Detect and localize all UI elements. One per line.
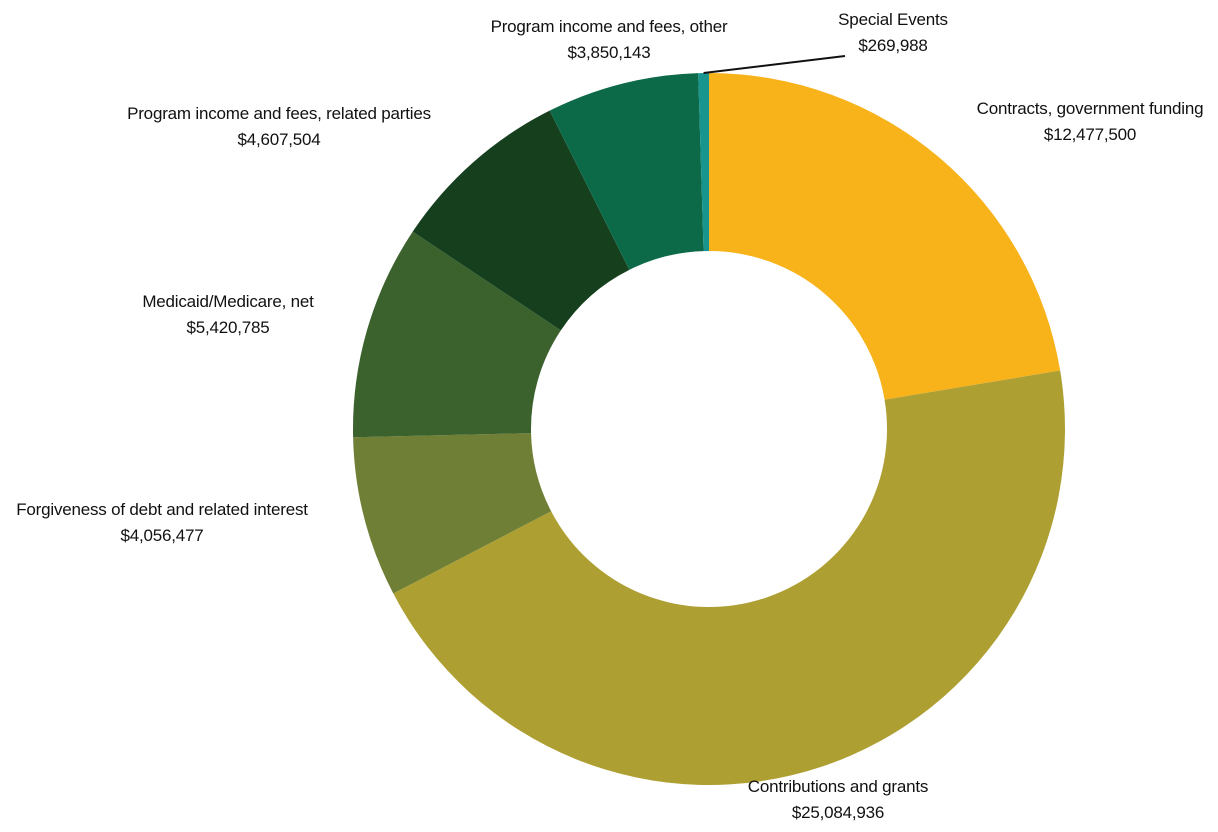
- slice-special-events: [698, 73, 709, 252]
- slice-name: Medicaid/Medicare, net: [142, 292, 314, 311]
- slice-name: Contributions and grants: [747, 777, 929, 796]
- donut-slices: [353, 73, 1065, 786]
- slice-label-contributions: Contributions and grants $25,084,936: [747, 774, 929, 826]
- slice-contracts: [709, 73, 1061, 400]
- slice-name: Forgiveness of debt and related interest: [16, 500, 308, 519]
- slice-value: $3,850,143: [567, 43, 651, 62]
- slice-value: $4,056,477: [120, 526, 204, 545]
- slice-name: Special Events: [838, 10, 948, 29]
- slice-name: Contracts, government funding: [976, 99, 1204, 118]
- slice-label-program-related: Program income and fees, related parties…: [127, 101, 431, 153]
- slice-label-medicaid: Medicaid/Medicare, net $5,420,785: [142, 289, 314, 341]
- slice-program-other: [549, 73, 704, 270]
- slice-label-special-events: Special Events $269,988: [838, 7, 948, 59]
- special-events-leader-line: [703, 55, 846, 75]
- slice-name: Program income and fees, related parties: [127, 104, 431, 123]
- slice-value: $269,988: [858, 36, 928, 55]
- slice-value: $12,477,500: [1043, 125, 1137, 144]
- slice-name: Program income and fees, other: [490, 17, 728, 36]
- slice-label-forgiveness: Forgiveness of debt and related interest…: [16, 497, 308, 549]
- slice-value: $25,084,936: [791, 803, 885, 822]
- slice-label-program-other: Program income and fees, other $3,850,14…: [491, 14, 728, 66]
- slice-value: $4,607,504: [237, 130, 321, 149]
- slice-value: $5,420,785: [186, 318, 270, 337]
- slice-label-contracts: Contracts, government funding $12,477,50…: [977, 96, 1204, 148]
- slice-contributions: [393, 370, 1065, 786]
- slice-program-related: [412, 110, 630, 331]
- slice-forgiveness: [353, 433, 552, 594]
- slice-medicaid: [353, 231, 561, 438]
